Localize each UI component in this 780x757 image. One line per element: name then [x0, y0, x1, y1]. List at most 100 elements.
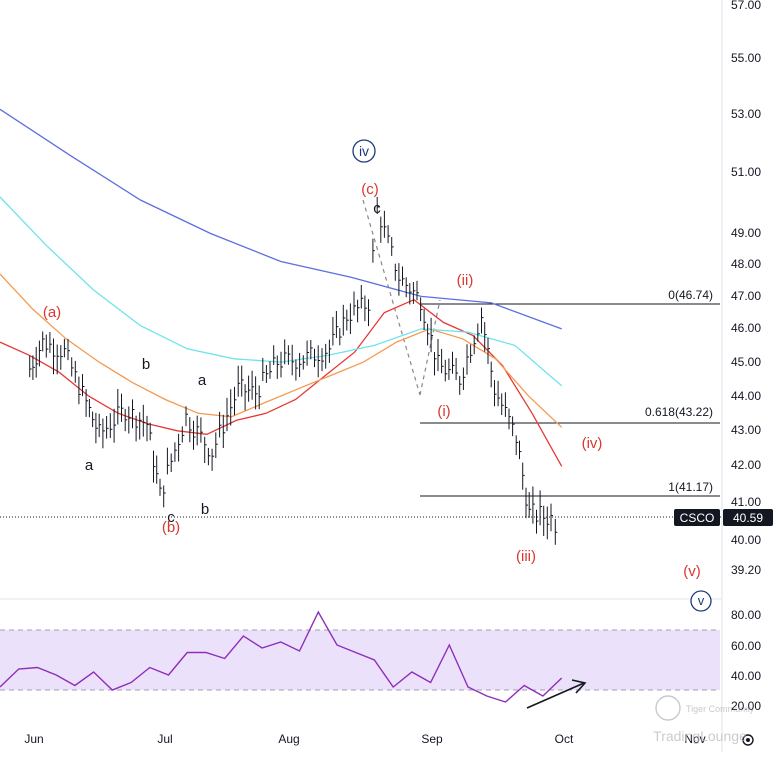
rsi-tick-label: 20.00: [731, 699, 761, 713]
price-bar: [402, 266, 405, 286]
rsi-tick-label: 40.00: [731, 669, 761, 683]
price-bar: [349, 303, 353, 334]
settings-gear-icon[interactable]: [742, 734, 754, 746]
wave-label-c-red: (c): [361, 181, 379, 198]
price-bar: [484, 322, 487, 352]
price-bar: [455, 358, 459, 380]
price-bar: [234, 386, 237, 416]
wave-label-b-2: b: [201, 501, 209, 518]
wave-label-a-1: a: [85, 457, 94, 474]
price-axis[interactable]: 57.00 55.00 53.00 51.00 49.00 48.00 47.0…: [731, 0, 761, 713]
price-bar: [346, 309, 349, 331]
price-bar: [29, 355, 32, 378]
x-tick-label: Sep: [421, 732, 443, 746]
price-bar: [372, 238, 375, 263]
price-bar: [487, 337, 490, 364]
wave-projection-line: [419, 299, 441, 396]
y-tick-label: 45.00: [731, 355, 761, 369]
time-axis[interactable]: Jun Jul Aug Sep Oct Nov: [24, 732, 705, 746]
price-bar: [135, 415, 139, 442]
y-tick-label: 44.00: [731, 389, 761, 403]
ohlc-bars-layer: [29, 197, 558, 545]
price-bar: [207, 447, 211, 466]
price-bar: [170, 453, 174, 472]
price-bar: [302, 355, 306, 370]
price-bar: [368, 299, 371, 327]
price-bar: [554, 518, 558, 545]
price-bar: [42, 331, 45, 352]
price-bar: [332, 317, 335, 346]
wave-label-c-black: c: [373, 200, 381, 217]
wave-label-iv-red: (iv): [582, 435, 603, 452]
moving-average-layer: [0, 108, 563, 467]
y-tick-label: 57.00: [731, 0, 761, 12]
price-bar: [102, 418, 105, 449]
price-bar: [193, 420, 196, 450]
price-bar: [189, 417, 192, 443]
price-bar: [132, 399, 135, 429]
price-bar: [67, 338, 70, 361]
y-tick-label: 48.00: [731, 257, 761, 271]
rsi-arrow: [526, 679, 587, 709]
x-tick-label: Nov: [684, 732, 705, 746]
wave-label-ii: (ii): [457, 272, 474, 289]
wave-v-circle: v: [690, 590, 712, 612]
price-bar: [124, 408, 128, 432]
price-bar: [391, 237, 394, 256]
price-bar: [35, 346, 39, 378]
price-bar: [113, 408, 117, 443]
price-bar: [142, 404, 146, 437]
svg-text:v: v: [698, 593, 705, 608]
wave-label-v-red: (v): [683, 563, 701, 580]
price-bar: [156, 455, 159, 484]
price-bar: [321, 348, 324, 372]
y-tick-label: 49.00: [731, 226, 761, 240]
price-bar: [63, 338, 67, 358]
price-bar: [78, 376, 81, 405]
rsi-band: [0, 630, 720, 690]
price-bar: [508, 408, 511, 430]
price-bar: [437, 339, 440, 372]
price-bar: [106, 416, 109, 439]
price-bar: [339, 328, 342, 346]
price-bar: [519, 440, 522, 460]
price-bar: [420, 297, 423, 322]
price-bar: [117, 389, 120, 425]
price-bar: [310, 340, 313, 360]
price-bar: [222, 414, 226, 448]
price-bar: [230, 389, 233, 426]
price-bar: [306, 340, 310, 366]
price-bar: [398, 263, 401, 296]
wave-label-a-2: a: [198, 372, 207, 389]
price-bar: [74, 360, 78, 383]
y-tick-label: 43.00: [731, 423, 761, 437]
wave-label-i: (i): [437, 403, 450, 420]
price-bar: [251, 370, 255, 400]
svg-text:Tiger Community: Tiger Community: [686, 704, 755, 714]
price-bar: [383, 210, 387, 238]
price-bar: [342, 304, 346, 336]
fib-label-1: 1(41.17): [668, 480, 713, 494]
wave-projection-line: [362, 199, 421, 396]
price-bar: [441, 348, 444, 374]
price-bar: [181, 426, 185, 443]
svg-text:iv: iv: [359, 143, 369, 159]
price-bar: [335, 311, 339, 338]
rsi-line: [0, 610, 563, 703]
price-bar: [317, 345, 321, 378]
price-bar: [328, 339, 332, 363]
price-bar: [430, 317, 434, 353]
price-bar: [394, 263, 398, 281]
price-bar: [219, 411, 222, 438]
price-bar: [237, 365, 241, 397]
y-tick-label: 41.00: [731, 495, 761, 509]
price-bar: [185, 406, 188, 427]
price-bar: [269, 361, 272, 379]
price-bar: [295, 359, 298, 381]
price-bar: [139, 412, 142, 440]
x-tick-label: Jun: [24, 732, 43, 746]
price-bar: [376, 197, 380, 214]
price-bar: [357, 299, 360, 323]
wave-label-a-red: (a): [43, 304, 61, 321]
